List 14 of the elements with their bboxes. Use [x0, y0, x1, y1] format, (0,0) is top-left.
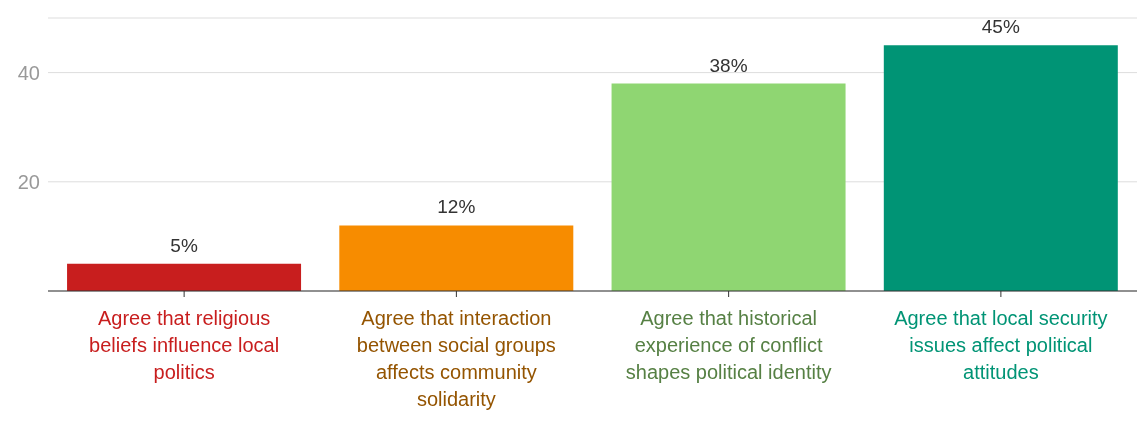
- data-label: 45%: [981, 16, 1020, 38]
- x-tick-label: Agree that local security issues affect political attitudes: [894, 307, 1108, 383]
- x-tick-label: Agree that interaction between social groups affects community solidarity: [356, 307, 556, 410]
- bar: [67, 263, 302, 291]
- x-tick-label: Agree that historical experience of conflict shapes political identity: [625, 307, 832, 383]
- x-tick-label: Agree that religious beliefs influence local politics: [89, 307, 280, 383]
- data-label: 5%: [170, 234, 198, 256]
- bar: [883, 45, 1118, 291]
- data-label: 12%: [437, 196, 476, 218]
- bar: [339, 225, 574, 291]
- bar: [611, 83, 846, 291]
- y-tick-label: 40: [17, 61, 40, 84]
- y-tick-label: 20: [17, 170, 40, 193]
- data-label: 38%: [709, 54, 748, 76]
